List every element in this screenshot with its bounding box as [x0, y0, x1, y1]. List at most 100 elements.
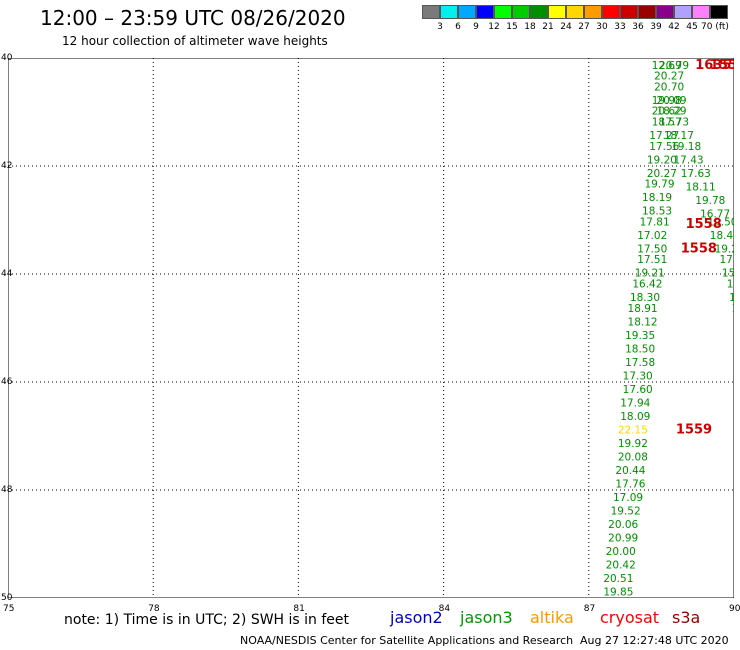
- wave-height-label: 17.81: [640, 216, 670, 228]
- latitude-label: 40: [1, 53, 13, 63]
- wave-height-label: 12.69: [652, 60, 682, 72]
- scale-label: 15: [506, 22, 518, 32]
- scale-label: 6: [455, 22, 461, 32]
- longitude-label: 78: [148, 604, 160, 614]
- wave-height-label: 19.26: [715, 243, 734, 255]
- wave-height-label: 17.0: [719, 254, 734, 266]
- wave-height-label: 19.98: [652, 95, 682, 107]
- wave-height-label: 17.94: [620, 397, 650, 409]
- wave-height-label: 18.29: [657, 106, 687, 118]
- wave-height-label: 17.27: [649, 130, 679, 142]
- scale-swatch: [602, 5, 620, 19]
- wave-height-label: 19.52: [611, 505, 641, 517]
- scale-swatch: [530, 5, 548, 19]
- satellite-jason3: jason3: [460, 608, 513, 627]
- footer-credit: NOAA/NESDIS Center for Satellite Applica…: [240, 634, 574, 647]
- wave-height-label: 15.8: [722, 268, 734, 280]
- satellite-jason2: jason2: [390, 608, 443, 627]
- wave-height-label: 20.27: [647, 168, 677, 180]
- wave-height-label: 20.09: [657, 95, 687, 107]
- wave-height-label: 17.56: [649, 141, 679, 153]
- wave-height-label: 20.99: [608, 532, 638, 544]
- pass-time-label: 1557: [710, 58, 734, 73]
- wave-height-label: 18.91: [628, 303, 658, 315]
- wave-height-label: 19.85: [603, 586, 633, 598]
- scale-label: 27: [578, 22, 590, 32]
- wave-height-label: 18.19: [642, 192, 672, 204]
- satellite-cryosat: cryosat: [600, 608, 660, 627]
- footer-timestamp: Aug 27 12:27:48 UTC 2020: [580, 634, 729, 647]
- scale-swatch: [620, 5, 638, 19]
- wave-height-annotations: 12.6920.7920.2720.7019.9820.0920.6218.29…: [603, 60, 734, 598]
- map-area[interactable]: 12.69 20.79 20.27 20.70 19.98 20.09 20.62 18.29…: [8, 58, 734, 598]
- wave-height-label: 18.30: [630, 292, 660, 304]
- wave-height-label: 17.43: [674, 154, 704, 166]
- scale-swatch: [710, 5, 728, 19]
- wave-height-label: 18.57: [652, 117, 682, 129]
- scale-swatch: [422, 5, 440, 19]
- wave-height-label: 20.42: [606, 559, 636, 571]
- wave-height-label: 17.30: [623, 370, 653, 382]
- scale-swatch: [512, 5, 530, 19]
- wave-height-label: 20.51: [603, 573, 633, 585]
- wave-height-label: 20.27: [654, 71, 684, 83]
- wave-height-label: 17.02: [637, 230, 667, 242]
- map-canvas[interactable]: 12.6920.7920.2720.7019.9820.0920.6218.29…: [8, 58, 734, 598]
- satellite-altika: altika: [530, 608, 574, 627]
- scale-label: 70 (ft): [701, 22, 729, 32]
- wave-height-label: 16.: [727, 279, 734, 291]
- scale-label: 24: [560, 22, 572, 32]
- wave-height-label: 18.11: [686, 181, 716, 193]
- wave-height-label: 17.58: [625, 357, 655, 369]
- longitude-label: 84: [438, 604, 451, 614]
- scale-swatch: [566, 5, 584, 19]
- scale-label: 3: [437, 22, 443, 32]
- latitude-label: 42: [1, 161, 13, 171]
- wave-height-label: 22.15: [618, 424, 648, 436]
- pass-time-label: 1558: [681, 241, 717, 256]
- scale-label: 9: [473, 22, 479, 32]
- longitude-label: 87: [583, 604, 596, 614]
- pass-time-label: 1558: [686, 217, 722, 232]
- wave-height-label: 19.78: [695, 195, 725, 207]
- scale-label: 45: [686, 22, 698, 32]
- wave-height-label: 18.48: [710, 230, 734, 242]
- pass-time-tags: 16351557 1558 1558 1559: [676, 58, 734, 437]
- wave-height-label: 17.51: [637, 254, 667, 266]
- wave-height-label: 19.18: [671, 141, 701, 153]
- longitude-label: 81: [293, 604, 305, 614]
- scale-swatch: [476, 5, 494, 19]
- wave-height-label: 17.50: [637, 243, 667, 255]
- longitude-label: 90: [729, 604, 740, 614]
- wave-height-label: 17.09: [613, 492, 643, 504]
- wave-height-label: 19.20: [647, 154, 677, 166]
- wave-height-label: 17: [729, 292, 734, 304]
- scale-label: 36: [632, 22, 644, 32]
- wave-height-label: 20.44: [615, 465, 645, 477]
- scale-swatch: [440, 5, 458, 19]
- scale-label: 21: [542, 22, 554, 32]
- latitude-label: 48: [1, 485, 13, 495]
- map-subtitle: 12 hour collection of altimeter wave hei…: [62, 34, 328, 48]
- wave-height-label: 18.53: [642, 206, 672, 218]
- scale-label: 30: [596, 22, 608, 32]
- wave-height-label: 20.06: [608, 519, 638, 531]
- wave-height-label: 19.21: [635, 268, 665, 280]
- latitude-label: 50: [1, 593, 13, 603]
- wave-height-label: 17.63: [681, 168, 711, 180]
- wave-height-label: 17.60: [623, 384, 653, 396]
- wave-height-label: 20.70: [654, 81, 684, 93]
- wave-height-label: 20.00: [606, 546, 636, 558]
- scale-swatch: [584, 5, 602, 19]
- scale-swatch: [656, 5, 674, 19]
- wave-height-label: 20.08: [618, 451, 648, 463]
- scale-swatch: [638, 5, 656, 19]
- wave-height-label: 1: [732, 303, 734, 315]
- color-scale: [422, 5, 728, 19]
- wave-height-label: 18.50: [625, 343, 655, 355]
- wave-height-label: 19.79: [644, 179, 674, 191]
- wave-height-label: 20.62: [652, 106, 682, 118]
- map-grid: [8, 58, 734, 598]
- pass-time-label: 1635: [695, 58, 731, 73]
- scale-label: 42: [668, 22, 680, 32]
